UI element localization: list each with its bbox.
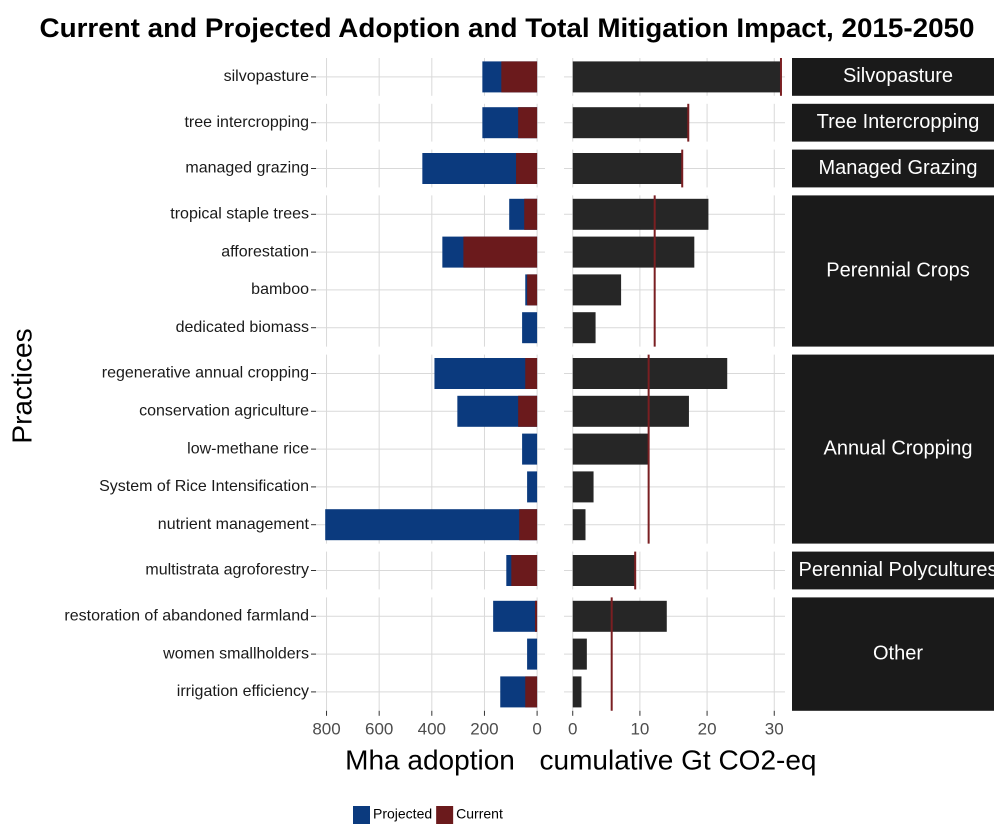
legend-label: Current <box>456 806 503 822</box>
y-tick-label: nutrient management <box>158 516 310 533</box>
y-tick-label: silvopasture <box>224 68 309 85</box>
strip <box>792 354 994 544</box>
bar <box>522 312 538 344</box>
bar <box>434 358 538 389</box>
bar <box>572 312 596 344</box>
bar <box>572 61 781 93</box>
bar <box>572 236 695 268</box>
bar <box>572 395 689 427</box>
bar <box>572 433 649 465</box>
bar <box>572 600 667 632</box>
bar <box>511 555 538 586</box>
strip <box>792 551 994 590</box>
y-tick-label: System of Rice Intensification <box>99 478 309 495</box>
bar <box>527 471 538 503</box>
x-axis-title: Mha adoption <box>345 744 515 775</box>
bar <box>524 198 538 230</box>
bar <box>525 358 538 389</box>
bar <box>572 107 689 139</box>
chart-title: Current and Projected Adoption and Total… <box>40 13 975 43</box>
bar <box>572 198 709 230</box>
x-tick-label: 0 <box>532 719 541 738</box>
y-tick-label: bamboo <box>251 281 309 298</box>
bar <box>516 153 538 184</box>
x-tick-label: 200 <box>470 719 498 738</box>
strip-label: Managed Grazing <box>819 157 978 179</box>
bar <box>572 638 587 670</box>
bar <box>525 676 538 708</box>
bar <box>572 471 594 503</box>
legend-swatch <box>353 806 370 824</box>
strip <box>792 103 994 142</box>
y-tick-label: multistrata agroforestry <box>145 562 309 579</box>
bar <box>518 395 538 427</box>
y-axis-title: Practices <box>6 328 37 443</box>
y-tick-label: women smallholders <box>162 645 309 662</box>
y-tick-label: restoration of abandoned farmland <box>64 608 309 625</box>
x-tick-label: 800 <box>312 719 340 738</box>
strip-label: Perennial Polycultures <box>799 559 994 581</box>
strip-label: Perennial Crops <box>826 259 969 281</box>
bar <box>493 600 538 632</box>
bar <box>572 153 683 184</box>
strip-label: Other <box>873 642 923 664</box>
x-tick-label: 10 <box>630 719 649 738</box>
y-tick-label: afforestation <box>221 243 309 260</box>
y-tick-label: regenerative annual cropping <box>102 365 309 382</box>
x-tick-label: 0 <box>568 719 577 738</box>
bar <box>534 600 538 632</box>
panel <box>316 195 545 347</box>
bar <box>325 509 538 541</box>
x-axis-title: cumulative Gt CO2-eq <box>540 744 817 775</box>
strip <box>792 597 994 711</box>
bar <box>501 61 538 93</box>
strip <box>792 58 994 96</box>
bar <box>522 433 538 465</box>
strip-label: Annual Cropping <box>824 437 973 459</box>
bar <box>519 509 538 541</box>
strip <box>792 149 994 188</box>
bar <box>572 676 582 708</box>
x-tick-label: 20 <box>698 719 717 738</box>
y-tick-label: dedicated biomass <box>176 319 309 336</box>
y-tick-label: low-methane rice <box>187 440 309 457</box>
bar <box>572 509 586 541</box>
legend-swatch <box>436 806 454 824</box>
bar <box>572 555 636 586</box>
bar <box>463 236 538 268</box>
strip-label: Tree Intercropping <box>817 111 980 133</box>
bar <box>518 107 538 139</box>
strip <box>792 195 994 347</box>
bar <box>572 274 622 306</box>
strip-label: Silvopasture <box>843 65 953 87</box>
x-tick-label: 30 <box>765 719 784 738</box>
bar <box>572 358 728 389</box>
legend-label: Projected <box>373 806 432 822</box>
y-tick-label: tropical staple trees <box>170 206 309 223</box>
x-tick-label: 400 <box>418 719 446 738</box>
x-tick-label: 600 <box>365 719 393 738</box>
bar <box>527 638 538 670</box>
bar <box>527 274 538 306</box>
y-tick-label: tree intercropping <box>184 114 309 131</box>
y-tick-label: managed grazing <box>185 160 309 177</box>
y-tick-label: irrigation efficiency <box>177 683 309 700</box>
y-tick-label: conservation agriculture <box>139 403 309 420</box>
